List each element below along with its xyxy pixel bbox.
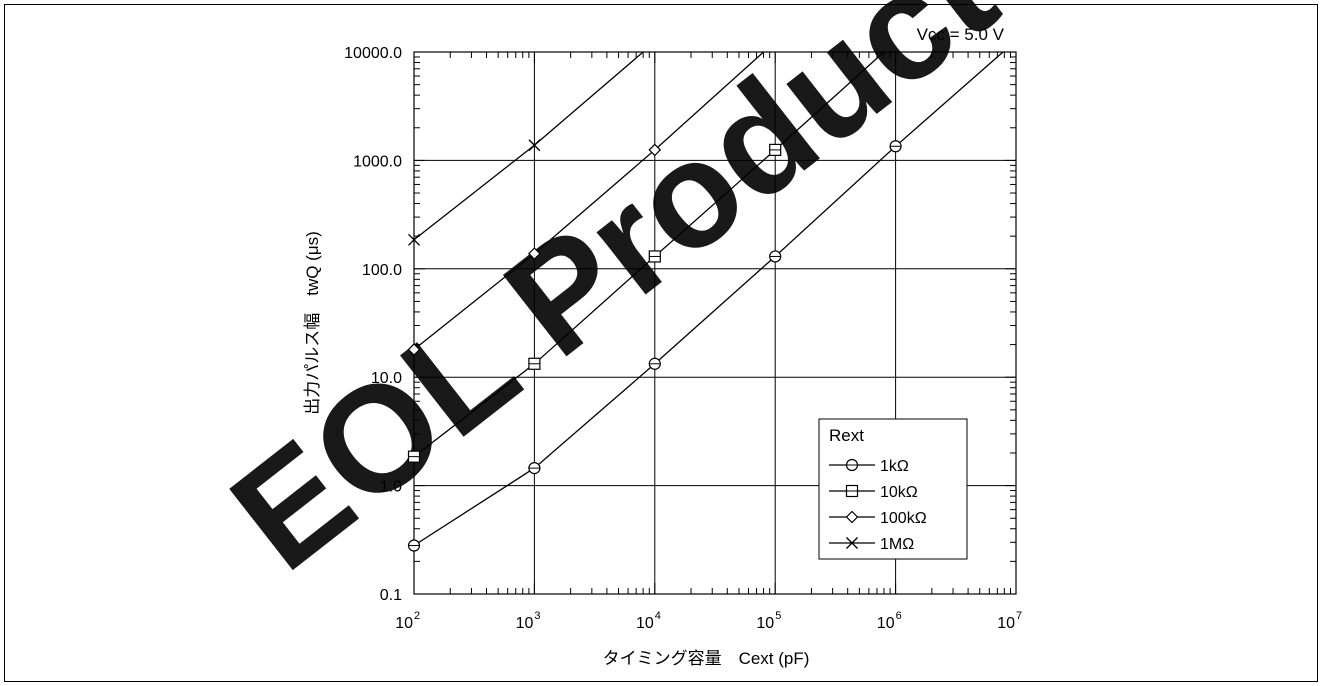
x-tick-base: 10 [997, 615, 1015, 632]
x-tick-exponent: 7 [1016, 610, 1022, 622]
plot-area [413, 51, 1017, 595]
y-tick-label: 1.0 [380, 479, 402, 496]
data-point [407, 343, 421, 356]
series-diamond [407, 51, 764, 356]
x-tick-exponent: 2 [414, 610, 420, 622]
legend-label: 100kΩ [880, 510, 927, 527]
x-tick-exponent: 3 [534, 610, 540, 622]
series-circle [407, 51, 1004, 552]
x-tick-base: 10 [756, 615, 774, 632]
y-tick-label: 0.1 [380, 587, 402, 604]
x-tick-label: 10 2 [395, 610, 420, 632]
data-point [528, 139, 541, 152]
x-tick-label: 10 5 [756, 610, 781, 632]
x-tick-exponent: 5 [775, 610, 781, 622]
y-tick-labels: 0.1 1.0 10.0 100.0 1000.0 10000.0 [344, 45, 402, 604]
legend-items: 1kΩ 10kΩ 100kΩ 1MΩ [829, 458, 927, 553]
legend-marker [845, 484, 859, 498]
data-point [769, 143, 782, 156]
x-tick-base: 10 [877, 615, 895, 632]
data-point [648, 143, 662, 157]
series-line [413, 51, 764, 351]
x-tick-label: 10 4 [636, 610, 661, 632]
data-point [648, 357, 661, 370]
x-tick-label: 10 6 [877, 610, 902, 632]
legend-marker [846, 537, 858, 549]
series-line [413, 51, 1004, 547]
data-point [407, 539, 421, 552]
legend-marker [845, 510, 859, 524]
data-point [528, 462, 541, 475]
x-tick-base: 10 [636, 615, 654, 632]
series-square [407, 51, 885, 463]
x-tick-base: 10 [395, 615, 413, 632]
x-axis-label: タイミング容量 Cext (pF) [603, 649, 810, 668]
y-tick-label: 10000.0 [344, 45, 402, 62]
legend-marker [845, 458, 859, 472]
legend-box [818, 418, 968, 560]
data-point [769, 250, 782, 263]
data-point [408, 233, 420, 246]
y-tick-label: 100.0 [362, 262, 402, 279]
data-point [648, 250, 661, 263]
x-tick-exponent: 4 [655, 610, 661, 622]
marker-x-stroke [846, 537, 858, 549]
y-tick-label: 1000.0 [353, 153, 402, 170]
data-point [407, 450, 421, 463]
data-point [889, 140, 902, 153]
data-point [528, 357, 541, 370]
legend-item: 1MΩ [829, 536, 914, 553]
legend-label: 10kΩ [880, 484, 918, 501]
legend-title: Rext [829, 426, 864, 445]
y-tick-label: 10.0 [371, 370, 402, 387]
series [407, 51, 1004, 552]
grid [414, 52, 1016, 594]
series-x [408, 51, 644, 246]
legend-item: 1kΩ [829, 458, 909, 475]
x-tick-base: 10 [516, 615, 534, 632]
x-tick-exponent: 6 [896, 610, 902, 622]
legend-label: 1kΩ [880, 458, 909, 475]
legend-item: 100kΩ [829, 510, 927, 527]
legend: Rext 1kΩ 10kΩ 100kΩ 1MΩ [818, 418, 968, 560]
x-tick-labels: 10 2 10 3 10 4 10 5 10 6 10 7 [395, 610, 1022, 632]
x-tick-label: 10 7 [997, 610, 1022, 632]
x-tick-label: 10 3 [516, 610, 541, 632]
legend-item: 10kΩ [829, 484, 918, 501]
marker-x-stroke [528, 139, 541, 152]
data-point [528, 247, 541, 260]
legend-label: 1MΩ [880, 536, 914, 553]
vcc-annotation: Vcc = 5.0 V [917, 25, 1005, 44]
figure-frame [4, 4, 1318, 682]
marker-x-stroke [408, 233, 420, 246]
y-axis-label: 出力パルス幅 twQ (μs) [303, 231, 322, 415]
